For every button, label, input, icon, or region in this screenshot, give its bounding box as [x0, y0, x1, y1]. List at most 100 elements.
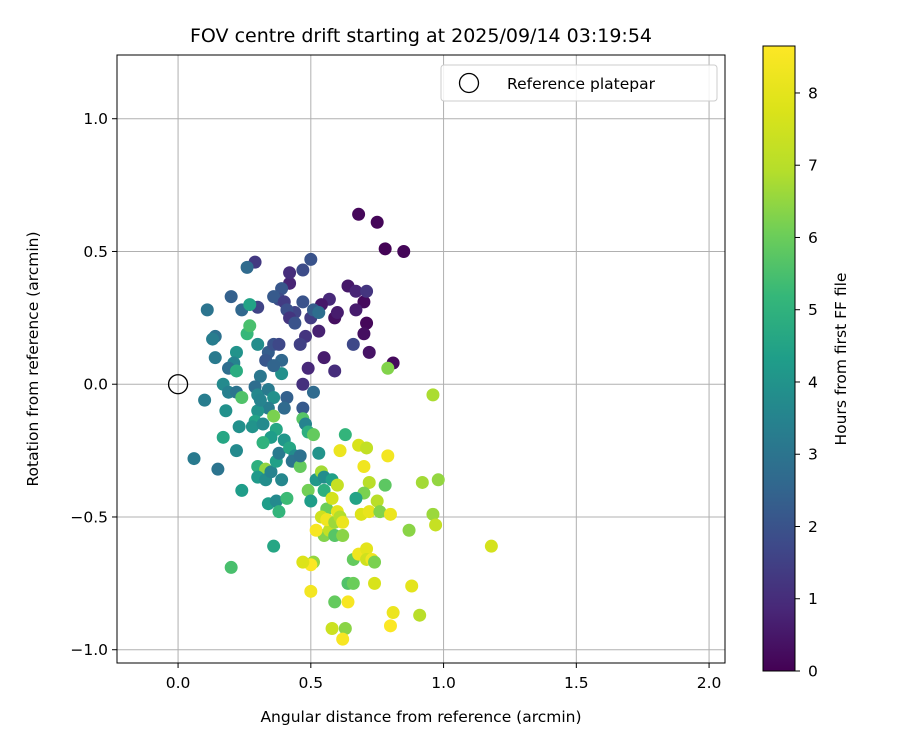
data-point	[235, 483, 249, 497]
data-point	[267, 359, 281, 373]
data-point	[368, 576, 382, 590]
legend-box	[440, 64, 718, 102]
data-point	[341, 595, 355, 609]
colorbar-label: Hours from first FF file	[832, 273, 850, 446]
data-point	[216, 430, 230, 444]
data-point	[296, 263, 310, 277]
data-point	[426, 388, 440, 402]
data-point	[240, 260, 254, 274]
data-point	[378, 478, 392, 492]
colorbar-tick-label: 5	[808, 301, 818, 319]
legend: Reference platepar	[440, 64, 718, 102]
data-point	[280, 390, 294, 404]
data-point	[267, 539, 281, 553]
data-point	[267, 390, 281, 404]
y-tick-label: 0.5	[83, 243, 108, 261]
colorbar-tick-label: 2	[808, 518, 818, 536]
colorbar: 0 1 2 3 4 5 6 7 8 Hours from first FF file	[762, 45, 850, 681]
y-tick-label: −0.5	[70, 508, 108, 526]
data-point	[229, 364, 243, 378]
data-point	[336, 529, 350, 543]
data-point	[229, 444, 243, 458]
data-point	[360, 316, 374, 330]
data-point	[431, 473, 445, 487]
data-point	[381, 361, 395, 375]
data-point	[304, 584, 318, 598]
data-point	[243, 298, 257, 312]
chart-title: FOV centre drift starting at 2025/09/14 …	[190, 25, 652, 47]
data-point	[296, 401, 310, 415]
data-point	[415, 475, 429, 489]
data-point	[383, 619, 397, 633]
data-point	[243, 319, 257, 333]
data-point	[269, 494, 283, 508]
data-point	[325, 491, 339, 505]
data-point	[429, 518, 443, 532]
colorbar-tick-label: 8	[808, 84, 818, 102]
data-point	[333, 444, 347, 458]
colorbar-tick-label: 1	[808, 590, 818, 608]
data-point	[336, 632, 350, 646]
legend-entry-reference-platepar: Reference platepar	[507, 75, 656, 93]
data-point	[346, 337, 360, 351]
data-point	[360, 441, 374, 455]
plot-axes: 0.0 0.5 1.0 1.5 2.0 −1.0 −0.5 0.0 0.5 1.0	[70, 54, 726, 692]
data-point	[283, 266, 297, 280]
data-point	[219, 404, 233, 418]
data-point	[251, 337, 265, 351]
data-point	[304, 494, 318, 508]
data-point	[378, 242, 392, 256]
data-point	[267, 409, 281, 423]
data-point	[330, 478, 344, 492]
data-point	[293, 460, 307, 474]
data-point	[288, 316, 302, 330]
data-point	[413, 608, 427, 622]
colorbar-tick-label: 4	[808, 373, 818, 391]
data-point	[397, 244, 411, 258]
data-point	[200, 303, 214, 317]
data-point	[357, 295, 371, 309]
y-tick-label: −1.0	[70, 641, 108, 659]
x-tick-label: 0.5	[298, 674, 323, 692]
data-point	[317, 483, 331, 497]
data-point	[296, 295, 310, 309]
data-point	[362, 345, 376, 359]
data-point	[338, 621, 352, 635]
data-point	[328, 364, 342, 378]
data-point	[301, 361, 315, 375]
data-point	[253, 369, 267, 383]
data-point	[206, 332, 220, 346]
data-point	[293, 449, 307, 463]
data-point	[402, 523, 416, 537]
data-point	[296, 377, 310, 391]
data-point	[224, 290, 238, 304]
data-point	[338, 428, 352, 442]
data-point	[306, 428, 320, 442]
data-point	[336, 515, 350, 529]
data-point	[187, 452, 201, 466]
data-point	[346, 576, 360, 590]
data-point	[362, 475, 376, 489]
data-point	[267, 290, 281, 304]
y-tick-label: 1.0	[83, 110, 108, 128]
data-point	[312, 306, 326, 320]
data-point	[312, 324, 326, 338]
data-point	[360, 542, 374, 556]
x-tick-label: 1.0	[431, 674, 456, 692]
colorbar-tick-label: 6	[808, 229, 818, 247]
data-point	[256, 436, 270, 450]
x-tick-label: 0.0	[166, 674, 191, 692]
data-point	[325, 621, 339, 635]
data-point	[275, 282, 289, 296]
data-point	[251, 404, 265, 418]
data-point	[256, 417, 270, 431]
data-point	[383, 507, 397, 521]
data-point	[357, 327, 371, 341]
data-point	[309, 523, 323, 537]
colorbar-tick-label: 7	[808, 157, 818, 175]
data-point	[405, 579, 419, 593]
colorbar-tick-label: 0	[808, 663, 818, 681]
data-point	[293, 337, 307, 351]
